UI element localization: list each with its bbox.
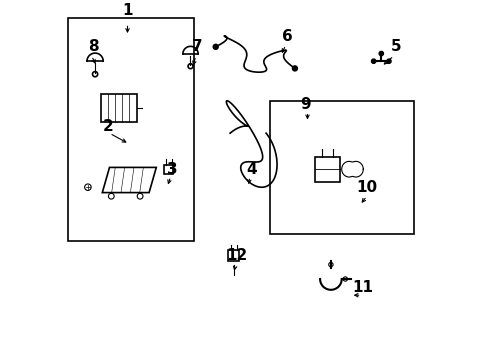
Text: 5: 5 [389,39,400,54]
Text: 2: 2 [102,118,113,134]
Circle shape [378,51,383,56]
Bar [164,165,173,174]
Circle shape [292,66,297,71]
Bar [68,18,194,241]
Text: 4: 4 [246,162,257,177]
Circle shape [213,44,218,49]
Bar [101,94,136,122]
Text: 10: 10 [356,180,377,195]
Text: 8: 8 [88,39,99,54]
Bar [269,101,413,234]
Text: 12: 12 [226,248,247,263]
Text: 6: 6 [282,28,292,44]
Bar [228,250,239,261]
Text: 9: 9 [300,97,310,112]
Circle shape [371,59,375,63]
Text: 11: 11 [352,280,373,296]
Text: 1: 1 [122,3,132,18]
Text: 7: 7 [192,39,203,54]
Circle shape [386,59,390,63]
Bar [314,157,339,182]
Text: 3: 3 [167,162,178,177]
